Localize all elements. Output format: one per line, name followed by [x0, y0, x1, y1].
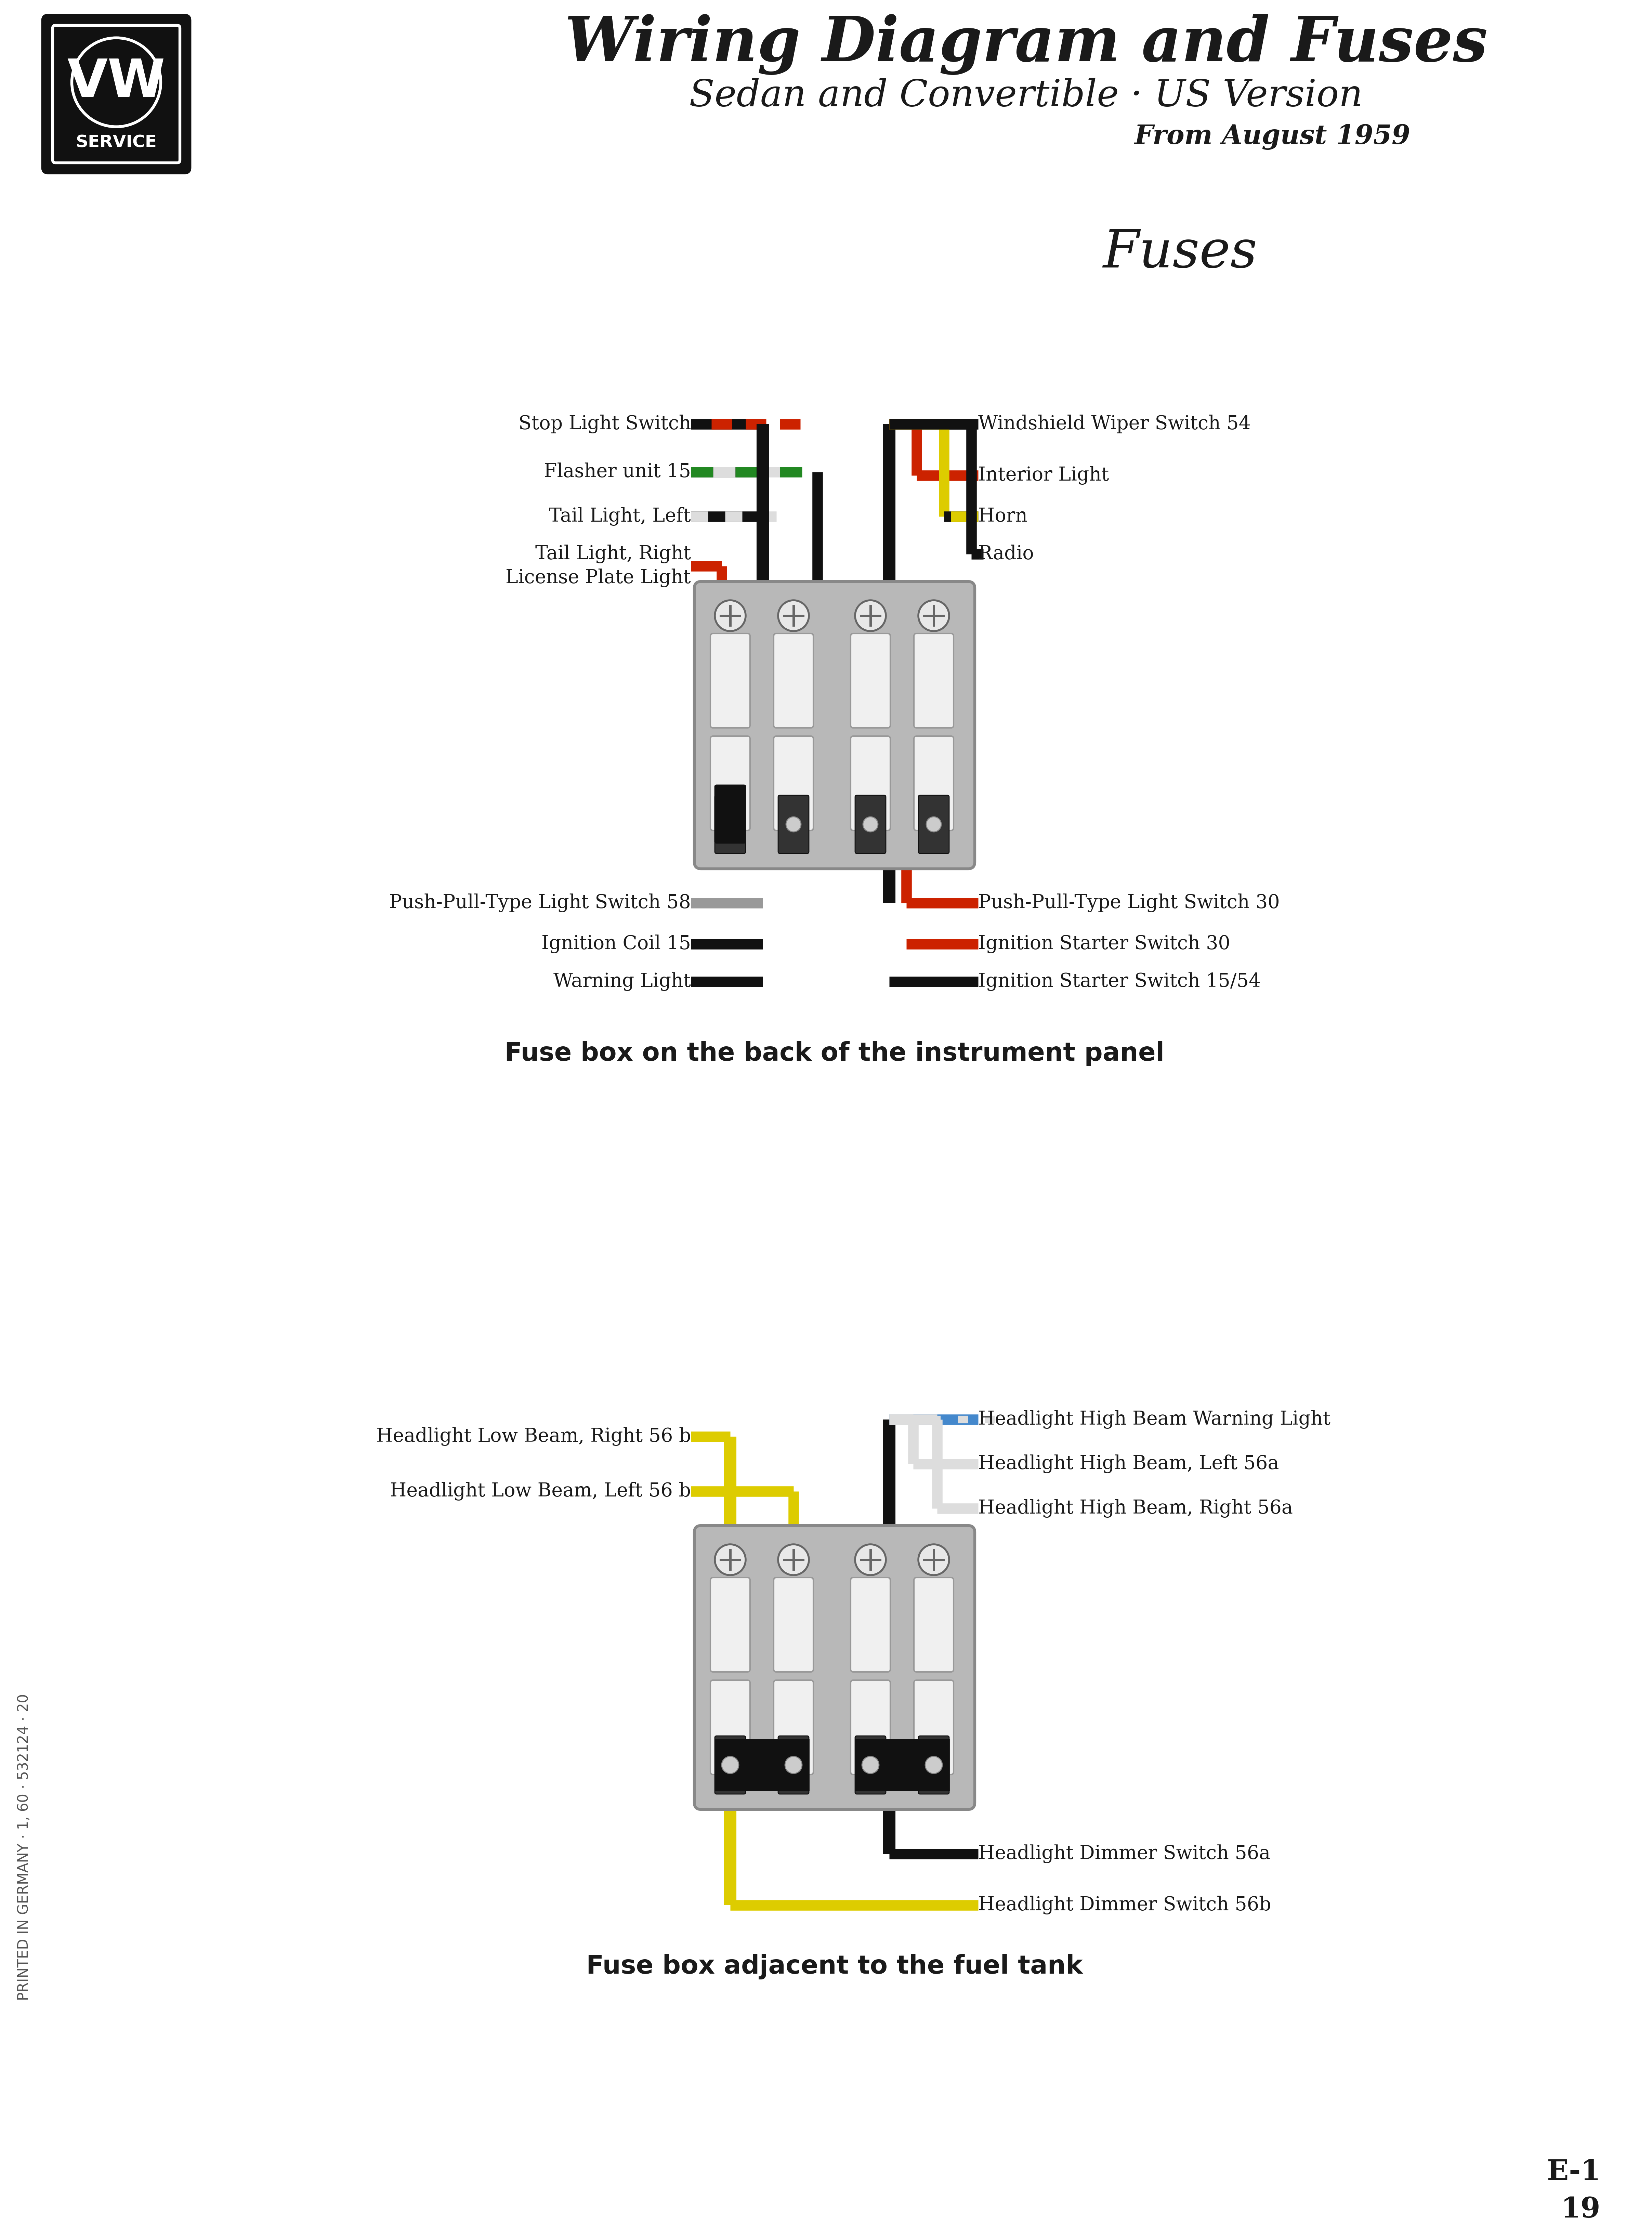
FancyBboxPatch shape	[914, 736, 953, 830]
FancyBboxPatch shape	[710, 1680, 750, 1774]
Text: Windshield Wiper Switch 54: Windshield Wiper Switch 54	[978, 414, 1251, 434]
FancyBboxPatch shape	[715, 796, 745, 852]
FancyBboxPatch shape	[715, 1736, 745, 1794]
FancyBboxPatch shape	[919, 1736, 950, 1794]
Circle shape	[856, 600, 885, 631]
Text: Radio: Radio	[978, 546, 1034, 564]
Text: Fuses: Fuses	[1104, 228, 1257, 277]
Bar	[856, 1740, 950, 1790]
Text: Push-Pull-Type Light Switch 30: Push-Pull-Type Light Switch 30	[978, 893, 1280, 913]
Circle shape	[785, 1756, 803, 1774]
Text: Ignition Starter Switch 15/54: Ignition Starter Switch 15/54	[978, 973, 1260, 991]
Circle shape	[862, 1758, 877, 1772]
Text: License Plate Light: License Plate Light	[506, 568, 691, 588]
Text: Flasher unit 15: Flasher unit 15	[544, 463, 691, 481]
Text: From August 1959: From August 1959	[1135, 123, 1411, 150]
Text: Tail Light, Right: Tail Light, Right	[535, 546, 691, 564]
FancyBboxPatch shape	[710, 736, 750, 830]
FancyBboxPatch shape	[914, 633, 953, 727]
Text: Fuse box adjacent to the fuel tank: Fuse box adjacent to the fuel tank	[586, 1955, 1082, 1980]
Text: Wiring Diagram and Fuses: Wiring Diagram and Fuses	[565, 13, 1487, 74]
Text: Sedan and Convertible · US Version: Sedan and Convertible · US Version	[689, 78, 1363, 114]
FancyBboxPatch shape	[856, 1736, 885, 1794]
Circle shape	[786, 817, 801, 832]
Text: Fuse box on the back of the instrument panel: Fuse box on the back of the instrument p…	[504, 1040, 1165, 1067]
FancyBboxPatch shape	[710, 633, 750, 727]
FancyBboxPatch shape	[773, 633, 813, 727]
Text: Headlight Low Beam, Left 56 b: Headlight Low Beam, Left 56 b	[390, 1481, 691, 1501]
Text: Stop Light Switch: Stop Light Switch	[519, 414, 691, 434]
FancyBboxPatch shape	[919, 796, 950, 852]
Text: SERVICE: SERVICE	[76, 134, 157, 150]
Text: Headlight Low Beam, Right 56 b: Headlight Low Beam, Right 56 b	[377, 1427, 691, 1445]
Circle shape	[778, 1544, 809, 1575]
Circle shape	[919, 1544, 950, 1575]
Circle shape	[715, 1544, 745, 1575]
Text: Tail Light, Left: Tail Light, Left	[548, 508, 691, 526]
Circle shape	[925, 1756, 942, 1774]
FancyBboxPatch shape	[778, 796, 809, 852]
Text: Headlight Dimmer Switch 56a: Headlight Dimmer Switch 56a	[978, 1846, 1270, 1863]
FancyBboxPatch shape	[856, 796, 885, 852]
FancyBboxPatch shape	[773, 736, 813, 830]
FancyBboxPatch shape	[851, 633, 890, 727]
Circle shape	[722, 1758, 738, 1772]
Circle shape	[722, 817, 738, 832]
FancyBboxPatch shape	[914, 1680, 953, 1774]
FancyBboxPatch shape	[694, 582, 975, 868]
Text: Headlight High Beam, Left 56a: Headlight High Beam, Left 56a	[978, 1454, 1279, 1474]
Circle shape	[786, 1758, 801, 1772]
Circle shape	[919, 600, 950, 631]
FancyBboxPatch shape	[715, 785, 745, 843]
Circle shape	[722, 1756, 738, 1774]
Text: Headlight Dimmer Switch 56b: Headlight Dimmer Switch 56b	[978, 1895, 1270, 1915]
FancyBboxPatch shape	[914, 1577, 953, 1671]
Text: Ignition Starter Switch 30: Ignition Starter Switch 30	[978, 935, 1231, 953]
FancyBboxPatch shape	[778, 1736, 809, 1794]
FancyBboxPatch shape	[851, 1577, 890, 1671]
Text: 19: 19	[1561, 2197, 1601, 2224]
Text: VW: VW	[68, 56, 165, 107]
Text: Warning Light: Warning Light	[553, 973, 691, 991]
Text: Headlight High Beam Warning Light: Headlight High Beam Warning Light	[978, 1409, 1330, 1429]
Text: Ignition Coil 15: Ignition Coil 15	[542, 935, 691, 953]
Circle shape	[778, 600, 809, 631]
Text: Push-Pull-Type Light Switch 58: Push-Pull-Type Light Switch 58	[390, 893, 691, 913]
Text: Headlight High Beam, Right 56a: Headlight High Beam, Right 56a	[978, 1499, 1294, 1517]
Circle shape	[927, 817, 942, 832]
FancyBboxPatch shape	[694, 1526, 975, 1810]
Bar	[715, 1740, 809, 1790]
FancyBboxPatch shape	[773, 1577, 813, 1671]
Text: PRINTED IN GERMANY · 1, 60 · 532124 · 20: PRINTED IN GERMANY · 1, 60 · 532124 · 20	[17, 1693, 31, 2000]
Circle shape	[927, 1758, 942, 1772]
Text: Interior Light: Interior Light	[978, 465, 1108, 485]
Circle shape	[862, 817, 877, 832]
Circle shape	[862, 1756, 879, 1774]
FancyBboxPatch shape	[773, 1680, 813, 1774]
Text: E-1: E-1	[1546, 2159, 1601, 2186]
Circle shape	[856, 1544, 885, 1575]
FancyBboxPatch shape	[710, 1577, 750, 1671]
FancyBboxPatch shape	[41, 13, 192, 174]
Text: Horn: Horn	[978, 508, 1028, 526]
FancyBboxPatch shape	[851, 1680, 890, 1774]
FancyBboxPatch shape	[851, 736, 890, 830]
Circle shape	[715, 600, 745, 631]
